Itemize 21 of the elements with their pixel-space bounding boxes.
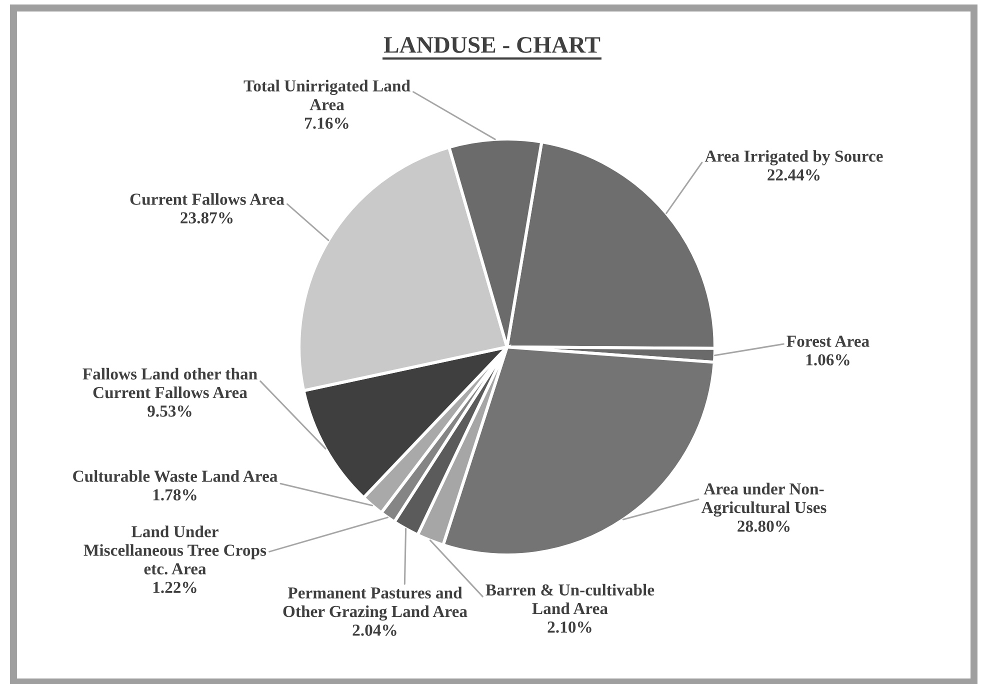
data-label: 1.22%	[153, 582, 196, 594]
data-label: 7.16%	[305, 118, 348, 129]
slice-label: Total Unirrigated Land Area	[244, 80, 410, 110]
slice-label: Barren & Un-cultivable Land Area	[486, 584, 654, 614]
data-label: 9.53%	[148, 406, 192, 417]
data-label: 23.87%	[180, 212, 233, 224]
slice-label: Permanent Pastures and Other Grazing Land Area	[283, 586, 468, 621]
slice-label: Area under Non- Agricultural Uses	[701, 482, 826, 517]
data-label: 2.04%	[352, 624, 396, 636]
data-label: 1.06%	[806, 354, 850, 366]
slice-label: Culturable Waste Land Area	[73, 470, 278, 482]
slice-label: Land Under Miscellaneous Tree Crops etc. Area	[84, 526, 266, 575]
slice-label: Area Irrigated by Source	[704, 150, 883, 166]
data-label: 28.80%	[738, 520, 790, 532]
slice-label: Current Fallows Area	[130, 193, 284, 205]
slice-label: Forest Area	[786, 336, 870, 347]
chart-title: LANDUSE - CHART	[384, 37, 600, 53]
data-label: 1.78%	[153, 489, 196, 501]
data-label: 2.10%	[548, 622, 592, 633]
data-label: 22.44%	[768, 169, 820, 181]
slice-label: Fallows Land other than Current Fallows Area	[82, 368, 258, 398]
